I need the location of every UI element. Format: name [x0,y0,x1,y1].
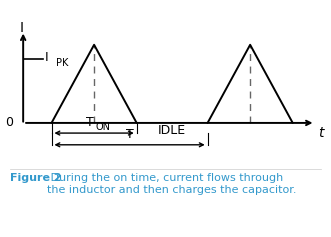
Text: Figure 2: Figure 2 [10,173,62,183]
Text: 0: 0 [5,116,13,129]
Text: T: T [126,128,133,141]
Text: I: I [44,51,48,64]
Text: t: t [318,126,324,140]
Text: IDLE: IDLE [158,124,186,137]
Text: T: T [86,116,94,129]
Text: ON: ON [95,122,110,132]
Text: I: I [20,21,24,35]
Text: PK: PK [56,58,68,68]
Text: During the on time, current flows through
the inductor and then charges the capa: During the on time, current flows throug… [47,173,297,195]
